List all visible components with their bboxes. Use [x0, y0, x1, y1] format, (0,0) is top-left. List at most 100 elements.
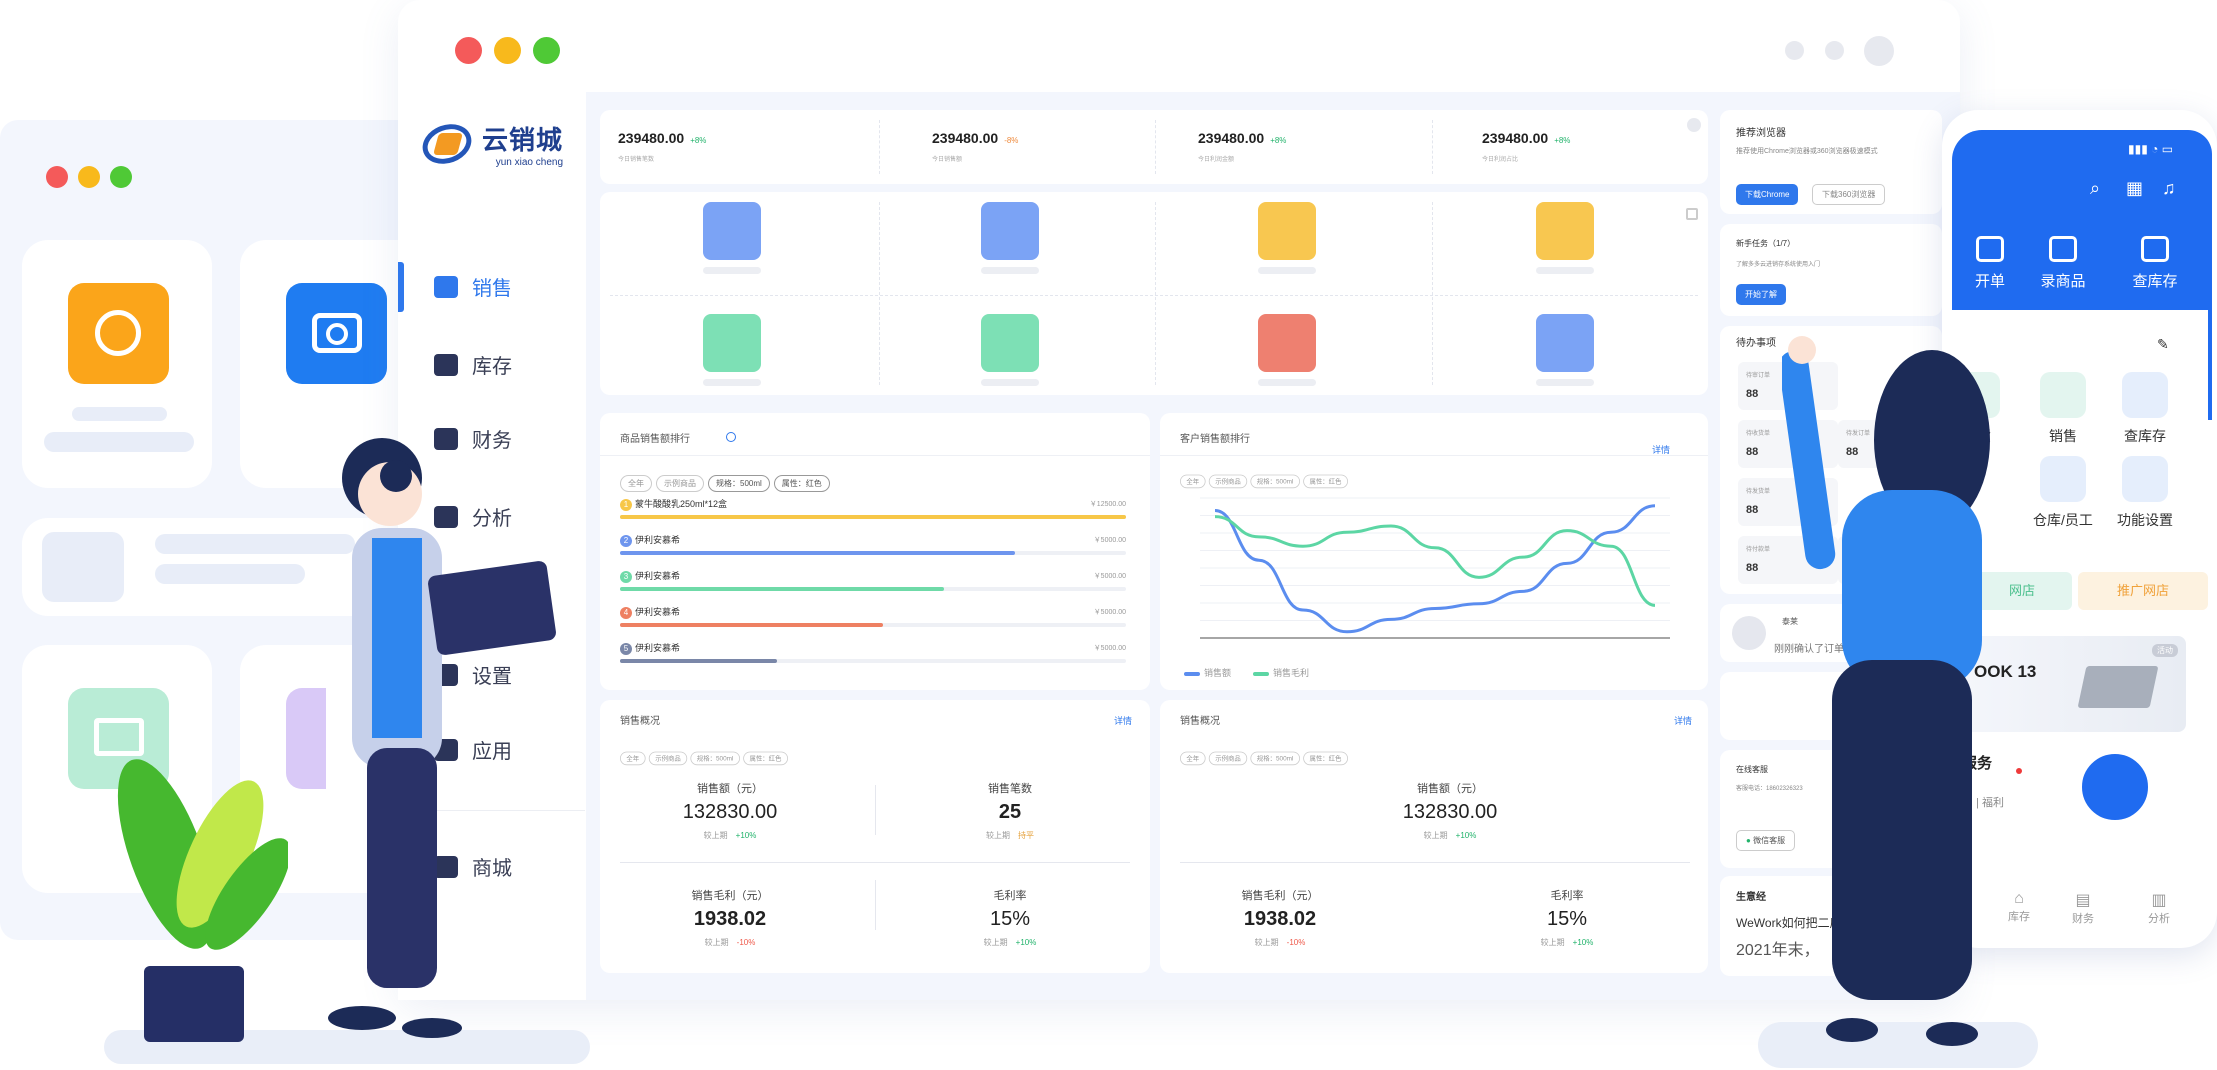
todo-label: 待发货单 [1746, 489, 1771, 495]
phone-service-subtitle: 知 | 福利 [1962, 797, 2004, 809]
filter-chip[interactable]: 规格：500ml [1250, 474, 1300, 489]
overview-title: 销售概况 [620, 716, 660, 727]
filter-chip[interactable]: 全年 [620, 751, 646, 766]
download-360-button[interactable]: 下载360浏览器 [1812, 184, 1886, 205]
nav-item-mall[interactable]: 商城 [434, 852, 512, 881]
shortcut-tile[interactable] [703, 314, 761, 372]
nav-item-analysis[interactable]: 分析 [434, 502, 512, 531]
shortcut-tile[interactable] [703, 202, 761, 260]
window-control-dot [1825, 41, 1844, 60]
finance-icon: ▤ [2075, 892, 2091, 909]
overview-detail-link[interactable]: 详情 [1114, 716, 1133, 726]
wechat-service-button[interactable]: ● 微信客服 [1736, 830, 1796, 851]
bg-bar [155, 534, 355, 554]
phone-action-check-stock[interactable]: 查库存 [2115, 236, 2195, 291]
filter-chip[interactable]: 属性：红色 [1303, 751, 1348, 766]
window-maximize-button[interactable] [533, 37, 560, 64]
rank-bar [620, 551, 1015, 555]
eye-icon[interactable] [1687, 118, 1701, 132]
filter-chip[interactable]: 示例商品 [648, 751, 688, 766]
phone-promo-shop[interactable]: 网店 [1972, 572, 2072, 610]
search-icon[interactable]: ⌕ [2090, 178, 2101, 198]
nav-item-finance[interactable]: 财务 [434, 424, 512, 453]
filter-chip[interactable]: 属性：红色 [1303, 474, 1348, 489]
help-icon[interactable] [726, 432, 736, 442]
phone-banner[interactable]: OOK 13 活动 [1962, 636, 2186, 732]
rank-bar [620, 515, 1126, 519]
window-close-button[interactable] [455, 37, 482, 64]
phone-status-icons: ▮▮▮ ◔ ▭ [2128, 142, 2174, 156]
legend-item-sales: 销售额 [1184, 666, 1231, 679]
kpi-gross-profit: 销售毛利（元） 1938.02 较上期 -10% [1241, 890, 1319, 947]
phone-tab-finance[interactable]: ▤ 财务 [2058, 890, 2108, 926]
shortcuts-card [600, 192, 1708, 395]
scan-icon[interactable]: ▦ [2126, 178, 2144, 198]
filter-chip[interactable]: 规格：500ml [1250, 751, 1300, 766]
shortcut-tile[interactable] [1258, 202, 1316, 260]
shortcut-tile-label [1536, 379, 1594, 386]
rank-name: 伊利安慕希 [635, 607, 681, 617]
rank-badge: 4 [620, 607, 632, 619]
todo-value: 88 [1746, 504, 1759, 516]
todo-label: 待发订单 [1846, 431, 1871, 437]
filter-chip[interactable]: 全年 [620, 475, 652, 492]
phone-grid-warehouse[interactable]: 仓库/员工 [2018, 456, 2108, 530]
filter-chip[interactable]: 示例商品 [1208, 751, 1248, 766]
bg-bar [44, 432, 194, 452]
bg-window-close-dot [46, 166, 68, 188]
window-minimize-button[interactable] [494, 37, 521, 64]
customer-rank-detail-link[interactable]: 详情 [1652, 445, 1671, 455]
overview-detail-link[interactable]: 详情 [1674, 716, 1693, 726]
phone-tab-inventory[interactable]: ⌂ 库存 [1994, 890, 2044, 924]
start-task-button[interactable]: 开始了解 [1736, 284, 1786, 305]
nav-divider [398, 810, 585, 811]
edit-icon[interactable] [1686, 208, 1698, 220]
rank-row: 4 伊利安慕希 ￥5000.00 [620, 605, 1126, 619]
phone-action-order[interactable]: 开单 [1950, 236, 2030, 291]
mini-program-icon [68, 283, 169, 384]
avatar [1732, 616, 1766, 650]
filter-chip[interactable]: 规格：500ml [708, 475, 770, 492]
filter-chip[interactable]: 属性：红色 [743, 751, 788, 766]
camera-icon [286, 283, 387, 384]
download-chrome-button[interactable]: 下载Chrome [1736, 184, 1799, 205]
todo-value: 88 [1746, 446, 1759, 458]
edit-icon[interactable]: ✎ [2157, 336, 2169, 352]
woman-with-tablet-illustration [328, 438, 556, 1038]
rank-badge: 3 [620, 571, 632, 583]
shortcut-tile[interactable] [1258, 314, 1316, 372]
stock-search-icon [2141, 236, 2169, 262]
kpi-sales-count: 销售笔数 25 较上期 持平 [986, 783, 1034, 840]
phone-grid-settings[interactable]: 功能设置 [2100, 456, 2190, 530]
phone-promo-online-shop[interactable]: 推广网店 [2078, 572, 2208, 610]
filter-chip[interactable]: 规格：500ml [690, 751, 740, 766]
phone-grid-sales[interactable]: 销售 [2018, 372, 2108, 446]
rank-row: 2 伊利安慕希 ￥5000.00 [620, 533, 1126, 547]
rank-bar [620, 623, 883, 627]
shortcut-tile[interactable] [981, 202, 1039, 260]
kpi-margin-rate: 毛利率 15% 较上期 +10% [983, 890, 1037, 947]
shortcut-tile[interactable] [1536, 202, 1594, 260]
overview-filters: 全年 示例商品 规格：500ml 属性：红色 [1180, 750, 1351, 766]
phone-tab-analysis[interactable]: ▥ 分析 [2134, 890, 2184, 926]
filter-chip[interactable]: 示例商品 [1208, 474, 1248, 489]
phone-grid-area [1952, 310, 2208, 550]
nav-item-inventory[interactable]: 库存 [434, 350, 512, 379]
stat-profit-ratio: 239480.00 +8% 今日利润占比 [1482, 130, 1571, 163]
todo-value: 88 [1846, 446, 1859, 458]
filter-chip[interactable]: 全年 [1180, 474, 1206, 489]
filter-chip[interactable]: 示例商品 [656, 475, 704, 492]
phone-action-add-product[interactable]: 录商品 [2023, 236, 2103, 291]
filter-chip[interactable]: 属性：红色 [773, 475, 830, 492]
wallet-icon [434, 427, 458, 450]
nav-item-sales[interactable]: 销售 [434, 272, 512, 301]
shortcut-tile-label [703, 267, 761, 274]
filter-chip[interactable]: 全年 [1180, 751, 1206, 766]
bell-icon[interactable]: ♫ [2162, 178, 2176, 198]
todo-label: 待付款单 [1746, 547, 1771, 553]
shortcut-tile[interactable] [1536, 314, 1594, 372]
shortcut-tile[interactable] [981, 314, 1039, 372]
bg-bar [155, 564, 305, 584]
phone-grid-stock[interactable]: 查库存 [2100, 372, 2190, 446]
bg-bar [42, 532, 124, 602]
